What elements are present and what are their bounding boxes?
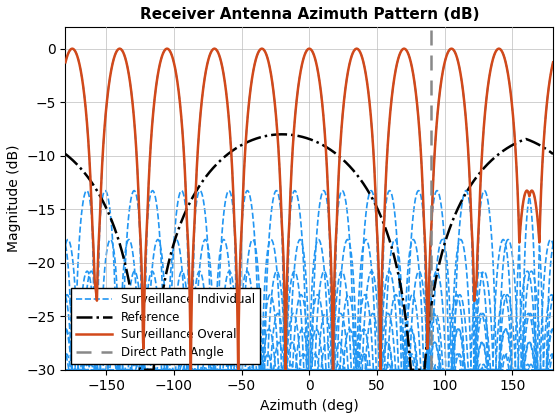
- Reference: [64, 153, 71, 158]
- Reference: [279, 132, 286, 137]
- X-axis label: Azimuth (deg): Azimuth (deg): [260, 399, 358, 413]
- Surveillance Overall: [82, 105, 89, 110]
- Surveillance Overall: [116, 46, 123, 51]
- Surveillance Overall: [550, 60, 557, 65]
- Surveillance Overall: [158, 57, 165, 62]
- Reference: [301, 135, 307, 140]
- Reference: [550, 152, 557, 157]
- Reference: [158, 299, 165, 304]
- Title: Receiver Antenna Azimuth Pattern (dB): Receiver Antenna Azimuth Pattern (dB): [139, 7, 479, 22]
- Direct Path Angle: [428, 35, 435, 40]
- Surveillance Overall: [524, 188, 531, 193]
- Direct Path Angle: [428, 46, 435, 51]
- Surveillance Overall: [91, 279, 98, 284]
- Reference: [82, 172, 89, 177]
- Reference: [62, 152, 69, 157]
- Surveillance Overall: [64, 52, 71, 57]
- Legend: Surveillance Individual, Reference, Surveillance Overall, Direct Path Angle: Surveillance Individual, Reference, Surv…: [71, 288, 260, 364]
- Y-axis label: Magnitude (dB): Magnitude (dB): [7, 145, 21, 252]
- Surveillance Overall: [62, 60, 69, 65]
- Reference: [137, 367, 143, 372]
- Surveillance Overall: [188, 367, 194, 372]
- Line: Reference: Reference: [66, 134, 553, 370]
- Surveillance Overall: [301, 55, 307, 60]
- Reference: [524, 137, 531, 142]
- Reference: [91, 184, 98, 189]
- Line: Surveillance Overall: Surveillance Overall: [66, 49, 553, 370]
